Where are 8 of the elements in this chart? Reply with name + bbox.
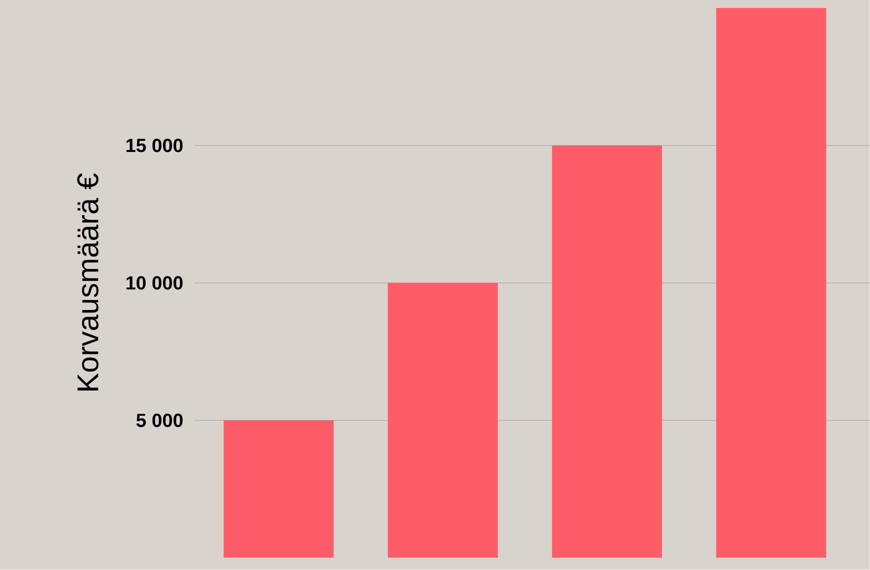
bar xyxy=(224,420,334,558)
bar xyxy=(716,8,826,558)
y-tick-label: 15 000 xyxy=(126,138,183,152)
y-tick-label: 5 000 xyxy=(136,414,183,428)
y-tick-label: 10 000 xyxy=(126,276,183,290)
bar xyxy=(552,146,662,558)
y-axis-title: Korvausmäärä € xyxy=(77,173,98,391)
bar xyxy=(388,282,498,558)
